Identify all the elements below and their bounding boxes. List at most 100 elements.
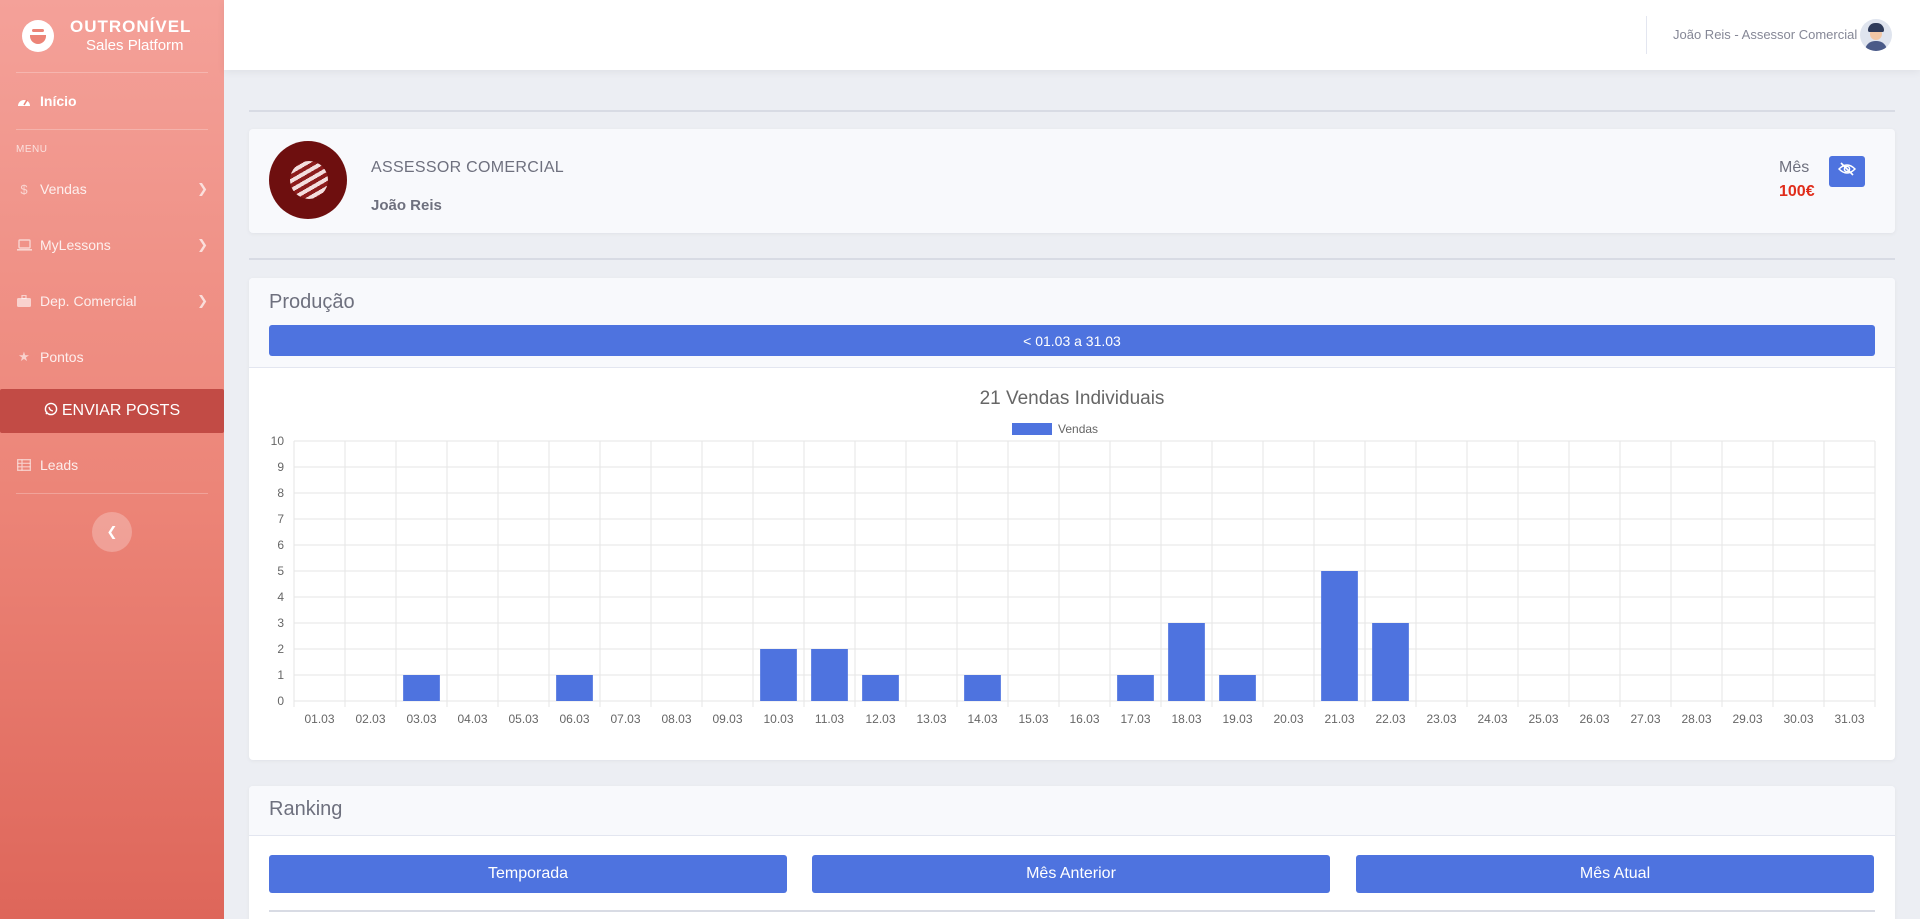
bar [862,675,899,701]
briefcase-icon [16,294,32,308]
star-icon: ★ [18,349,30,364]
x-tick-label: 15.03 [1018,712,1048,726]
topbar-divider [1646,16,1647,54]
x-tick-label: 09.03 [712,712,742,726]
y-tick-label: 6 [277,538,284,552]
y-tick-label: 8 [277,486,284,500]
chevron-right-icon: ❯ [197,181,208,196]
x-tick-label: 06.03 [559,712,589,726]
bar [1321,571,1358,701]
ranking-card: Ranking Temporada Mês Anterior Mês Atual [249,786,1895,919]
ranking-title: Ranking [269,798,343,820]
producao-card: Produção < 01.03 a 31.03 21 Vendas Indiv… [249,278,1895,760]
whatsapp-icon [44,402,58,421]
sidebar-item-pontos[interactable]: ★ Pontos [0,329,224,385]
bar [556,675,593,701]
sidebar-item-mylessons[interactable]: MyLessons ❯ [0,217,224,273]
brand[interactable]: OUTRONÍVEL Sales Platform [0,0,224,72]
x-tick-label: 25.03 [1528,712,1558,726]
x-tick-label: 04.03 [457,712,487,726]
bar [964,675,1001,701]
x-tick-label: 22.03 [1375,712,1405,726]
user-name[interactable]: João Reis - Assessor Comercial [1673,27,1858,42]
y-tick-label: 1 [277,668,284,682]
enviar-posts-label: ENVIAR POSTS [61,402,181,419]
x-tick-label: 18.03 [1171,712,1201,726]
sidebar-divider [16,129,208,130]
laptop-icon [16,238,32,252]
x-tick-label: 26.03 [1579,712,1609,726]
profile-role: ASSESSOR COMERCIAL [371,159,565,176]
bar [1219,675,1256,701]
table-icon [16,458,32,472]
sidebar-item-dep-comercial[interactable]: Dep. Comercial ❯ [0,273,224,329]
x-tick-label: 17.03 [1120,712,1150,726]
sidebar-item-inicio[interactable]: Início [0,73,224,129]
sidebar-item-label: Dep. Comercial [40,293,137,309]
sidebar-item-label: Início [40,93,77,109]
eye-slash-icon [1837,162,1857,181]
topbar: João Reis - Assessor Comercial [224,0,1920,70]
x-tick-label: 13.03 [916,712,946,726]
month-label: Mês [1779,159,1810,176]
x-tick-label: 20.03 [1273,712,1303,726]
x-tick-label: 03.03 [406,712,436,726]
bar-chart: Vendas 0 1 2 3 4 5 6 7 8 9 10 01.03 02.03 03.03 04.03 05… [271,422,1876,726]
sidebar-item-vendas[interactable]: $ Vendas ❯ [0,161,224,217]
x-tick-label: 29.03 [1732,712,1762,726]
sidebar-section-heading: MENU [16,144,48,155]
bar [403,675,440,701]
y-tick-label: 7 [277,512,284,526]
y-tick-label: 9 [277,460,284,474]
y-tick-label: 5 [277,564,284,578]
sidebar-item-leads[interactable]: Leads [0,437,224,493]
toggle-visibility-button[interactable] [1829,156,1865,187]
dashboard-icon [16,94,32,108]
chart-title: 21 Vendas Individuais [979,388,1165,409]
sidebar-item-label: Vendas [40,181,87,197]
bar [1168,623,1205,701]
y-tick-label: 4 [277,590,284,604]
legend-label: Vendas [1058,422,1098,436]
x-tick-label: 31.03 [1834,712,1864,726]
x-tick-label: 07.03 [610,712,640,726]
x-tick-label: 28.03 [1681,712,1711,726]
brand-title: OUTRONÍVEL [70,17,192,36]
y-tick-label: 3 [277,616,284,630]
sidebar-toggle-button[interactable]: ❮ [92,512,132,552]
x-tick-label: 05.03 [508,712,538,726]
x-tick-label: 30.03 [1783,712,1813,726]
temporada-button[interactable]: Temporada [269,855,787,893]
bar [760,649,797,701]
sidebar-item-label: Leads [40,457,79,473]
bar [1372,623,1409,701]
bar [1117,675,1154,701]
x-tick-label: 01.03 [304,712,334,726]
producao-title: Produção [269,291,355,313]
bar [811,649,848,701]
x-tick-label: 08.03 [661,712,691,726]
y-tick-label: 0 [277,694,284,708]
period-selector[interactable]: < 01.03 a 31.03 [269,325,1875,356]
x-tick-label: 14.03 [967,712,997,726]
brand-subtitle: Sales Platform [86,37,184,55]
y-tick-label: 10 [271,434,285,448]
mes-anterior-button[interactable]: Mês Anterior [812,855,1330,893]
mes-atual-button[interactable]: Mês Atual [1356,855,1874,893]
divider [249,110,1895,112]
x-tick-label: 19.03 [1222,712,1252,726]
x-tick-label: 27.03 [1630,712,1660,726]
sidebar-item-label: MyLessons [40,237,111,253]
enviar-posts-button[interactable]: ENVIAR POSTS [0,389,224,433]
company-logo [269,141,347,219]
brand-logo-icon [22,20,54,52]
profile-card: ASSESSOR COMERCIAL João Reis Mês 100€ [249,129,1895,233]
sidebar-divider [16,72,208,73]
x-tick-label: 16.03 [1069,712,1099,726]
divider [249,258,1895,260]
x-tick-label: 02.03 [355,712,385,726]
avatar[interactable] [1860,19,1892,51]
chevron-right-icon: ❯ [197,237,208,252]
x-tick-label: 11.03 [815,712,844,726]
sidebar-divider [16,493,208,494]
